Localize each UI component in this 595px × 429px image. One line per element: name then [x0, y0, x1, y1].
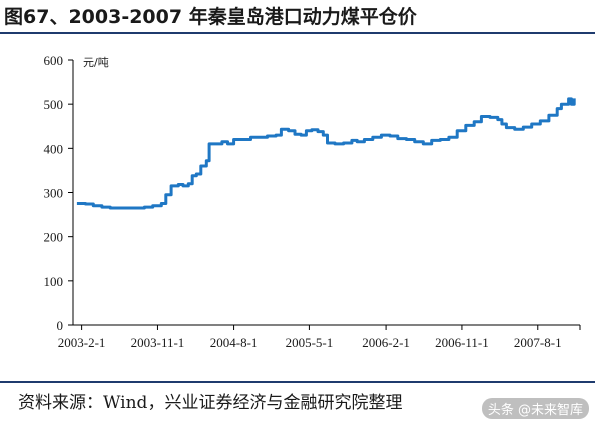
unit-label: 元/吨 [83, 56, 109, 69]
title-rule [0, 32, 595, 34]
x-tick-label: 2003-2-1 [58, 335, 106, 350]
series-line [76, 97, 576, 210]
x-tick-label: 2003-11-1 [131, 335, 185, 350]
x-tick-label: 2005-5-1 [286, 335, 334, 350]
x-tick-label: 2004-8-1 [210, 335, 258, 350]
y-tick-label: 600 [44, 53, 64, 68]
x-tick-label: 2006-2-1 [362, 335, 410, 350]
y-tick-label: 500 [44, 97, 64, 112]
y-axis: 0 100 200 300 400 500 600 [44, 53, 74, 333]
x-tick-label: 2006-11-1 [435, 335, 489, 350]
source-rule [0, 381, 595, 383]
series-layer [76, 97, 576, 210]
x-tick-label: 2007-8-1 [514, 335, 562, 350]
source-note: 资料来源：Wind，兴业证券经济与金融研究院整理 [18, 393, 403, 413]
y-tick-label: 200 [44, 230, 64, 245]
y-tick-label: 100 [44, 274, 64, 289]
y-tick-label: 0 [57, 318, 64, 333]
y-tick-label: 400 [44, 141, 64, 156]
x-axis: 2003-2-1 2003-11-1 2004-8-1 2005-5-1 2006-2-… [58, 324, 581, 350]
figure-title: 图67、2003-2007 年秦皇岛港口动力煤平仓价 [4, 6, 417, 28]
watermark: 头条 @未来智库 [481, 398, 589, 419]
y-tick-label: 300 [44, 186, 64, 201]
